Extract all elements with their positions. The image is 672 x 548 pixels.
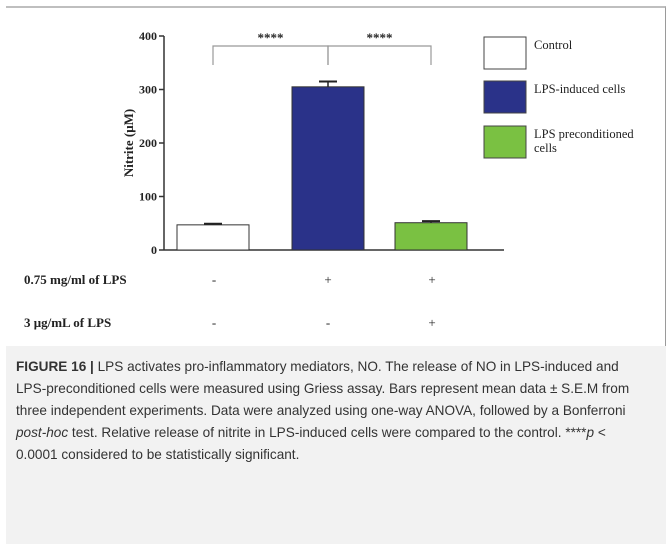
y-tick-label: 400 xyxy=(139,29,157,43)
significance-bracket xyxy=(212,45,329,65)
legend-swatch xyxy=(483,80,527,114)
figure-panel: 0 100 200 300 400 Nitrite (μM) **** **** Contr… xyxy=(6,6,666,544)
significance-label: **** xyxy=(258,30,284,45)
bar xyxy=(176,224,250,251)
chart-legend: Control LPS-induced cells LPS precondition… xyxy=(483,36,634,159)
caption-text-1: LPS activates pro-inflammatory mediators… xyxy=(16,359,630,418)
treatment-value-control-lps-3: - xyxy=(211,315,217,330)
y-tick-label: 100 xyxy=(139,190,157,204)
legend-swatch xyxy=(483,125,527,159)
chart-bars xyxy=(176,86,468,251)
legend-label: LPS preconditioned cells xyxy=(534,127,634,155)
caption-label: FIGURE 16 | xyxy=(16,359,94,374)
treatment-label-lps-075: 0.75 mg/ml of LPS xyxy=(24,272,127,287)
figure-caption: FIGURE 16 | LPS activates pro-inflammato… xyxy=(16,356,640,466)
y-tick-label: 300 xyxy=(139,83,157,97)
bar xyxy=(291,86,365,251)
legend-label: Control xyxy=(534,38,573,52)
y-tick-label: 0 xyxy=(151,243,157,257)
y-axis-title: Nitrite (μM) xyxy=(121,109,136,177)
caption-italic-posthoc: post-hoc xyxy=(16,425,69,440)
chart-error-bars xyxy=(204,80,440,225)
legend-swatch xyxy=(483,36,527,70)
significance-brackets: **** **** xyxy=(212,30,432,65)
treatment-value-induced-lps-3: - xyxy=(325,315,331,330)
treatment-value-preconditioned-lps-3: + xyxy=(428,315,436,330)
treatment-value-control-lps-075: - xyxy=(211,272,217,287)
y-tick-label: 200 xyxy=(139,136,157,150)
legend-label: LPS-induced cells xyxy=(534,82,625,96)
significance-bracket xyxy=(327,45,432,65)
bar-chart: 0 100 200 300 400 Nitrite (μM) **** **** Contr… xyxy=(121,29,634,257)
significance-label: **** xyxy=(367,30,393,45)
caption-text-3: < 0.0001 considered to be statistically … xyxy=(16,425,606,462)
caption-background xyxy=(6,346,666,544)
treatment-value-preconditioned-lps-075: + xyxy=(428,272,436,287)
treatment-value-induced-lps-075: + xyxy=(324,272,332,287)
bar xyxy=(394,222,468,251)
caption-italic-p: p xyxy=(586,425,595,440)
treatment-label-lps-3: 3 μg/mL of LPS xyxy=(24,315,112,330)
caption-text-2: test. Relative release of nitrite in LPS… xyxy=(68,425,587,440)
